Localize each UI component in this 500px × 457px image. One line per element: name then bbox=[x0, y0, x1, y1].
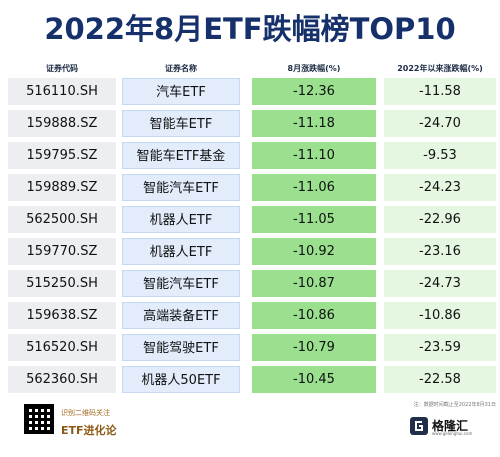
cell-aug-change: -11.06 bbox=[252, 174, 376, 201]
cell-aug-change: -10.45 bbox=[252, 366, 376, 393]
cell-name: 智能汽车ETF bbox=[122, 174, 240, 201]
table-header: 证券代码 证券名称 8月涨跌幅(%) 2022年以来涨跌幅(%) bbox=[0, 63, 500, 77]
cell-aug-change: -11.18 bbox=[252, 110, 376, 137]
cell-ytd-change: -24.23 bbox=[384, 174, 496, 201]
cell-aug-change: -11.10 bbox=[252, 142, 376, 169]
header-code: 证券代码 bbox=[46, 64, 78, 73]
cell-code: 159889.SZ bbox=[8, 174, 116, 201]
cell-name: 机器人ETF bbox=[122, 238, 240, 265]
cell-name: 汽车ETF bbox=[122, 78, 240, 105]
qr-brand-name: ETF进化论 bbox=[61, 424, 117, 437]
cell-aug-change: -10.87 bbox=[252, 270, 376, 297]
cell-ytd-change: -24.70 bbox=[384, 110, 496, 137]
cell-name: 智能车ETF bbox=[122, 110, 240, 137]
table-row: 562500.SH 机器人ETF -11.05 -22.96 bbox=[0, 206, 500, 233]
cell-ytd-change: -23.16 bbox=[384, 238, 496, 265]
logo-name: 格隆汇 bbox=[432, 419, 469, 433]
cell-code: 562500.SH bbox=[8, 206, 116, 233]
table-row: 159770.SZ 机器人ETF -10.92 -23.16 bbox=[0, 238, 500, 265]
cell-ytd-change: -24.73 bbox=[384, 270, 496, 297]
cell-ytd-change: -10.86 bbox=[384, 302, 496, 329]
cell-aug-change: -11.05 bbox=[252, 206, 376, 233]
qr-caption: 识别二维码关注 bbox=[61, 409, 110, 417]
cell-name: 高端装备ETF bbox=[122, 302, 240, 329]
table-row: 159795.SZ 智能车ETF基金 -11.10 -9.53 bbox=[0, 142, 500, 169]
table-row: 562360.SH 机器人50ETF -10.45 -22.58 bbox=[0, 366, 500, 393]
page-title: 2022年8月ETF跌幅榜TOP10 bbox=[44, 12, 456, 46]
cell-name: 机器人ETF bbox=[122, 206, 240, 233]
cell-code: 159638.SZ bbox=[8, 302, 116, 329]
cell-aug-change: -10.79 bbox=[252, 334, 376, 361]
cell-aug-change: -10.92 bbox=[252, 238, 376, 265]
cell-code: 516110.SH bbox=[8, 78, 116, 105]
cell-name: 智能汽车ETF bbox=[122, 270, 240, 297]
qr-code-icon bbox=[24, 404, 54, 434]
table-row: 515250.SH 智能汽车ETF -10.87 -24.73 bbox=[0, 270, 500, 297]
cell-code: 515250.SH bbox=[8, 270, 116, 297]
table-row: 516520.SH 智能驾驶ETF -10.79 -23.59 bbox=[0, 334, 500, 361]
cell-ytd-change: -23.59 bbox=[384, 334, 496, 361]
header-ytd-change: 2022年以来涨跌幅(%) bbox=[397, 64, 483, 73]
cell-ytd-change: -11.58 bbox=[384, 78, 496, 105]
header-aug-change: 8月涨跌幅(%) bbox=[287, 64, 341, 73]
cell-name: 机器人50ETF bbox=[122, 366, 240, 393]
header-name: 证券名称 bbox=[165, 64, 197, 73]
table-row: 516110.SH 汽车ETF -12.36 -11.58 bbox=[0, 78, 500, 105]
table-row: 159889.SZ 智能汽车ETF -11.06 -24.23 bbox=[0, 174, 500, 201]
logo-url: www.gelonghui.com bbox=[432, 431, 473, 436]
cell-code: 159888.SZ bbox=[8, 110, 116, 137]
cell-code: 516520.SH bbox=[8, 334, 116, 361]
gelonghui-logo: 格隆汇 www.gelonghui.com bbox=[410, 415, 494, 437]
cell-name: 智能车ETF基金 bbox=[122, 142, 240, 169]
table-row: 159638.SZ 高端装备ETF -10.86 -10.86 bbox=[0, 302, 500, 329]
cell-ytd-change: -9.53 bbox=[384, 142, 496, 169]
cell-ytd-change: -22.96 bbox=[384, 206, 496, 233]
gelonghui-logo-icon bbox=[410, 417, 428, 435]
table-row: 159888.SZ 智能车ETF -11.18 -24.70 bbox=[0, 110, 500, 137]
cell-aug-change: -12.36 bbox=[252, 78, 376, 105]
cell-code: 562360.SH bbox=[8, 366, 116, 393]
cell-ytd-change: -22.58 bbox=[384, 366, 496, 393]
cell-code: 159795.SZ bbox=[8, 142, 116, 169]
cell-aug-change: -10.86 bbox=[252, 302, 376, 329]
cell-code: 159770.SZ bbox=[8, 238, 116, 265]
data-date-note: 注：数据时间截止至2022年8月31日 bbox=[413, 402, 496, 408]
cell-name: 智能驾驶ETF bbox=[122, 334, 240, 361]
